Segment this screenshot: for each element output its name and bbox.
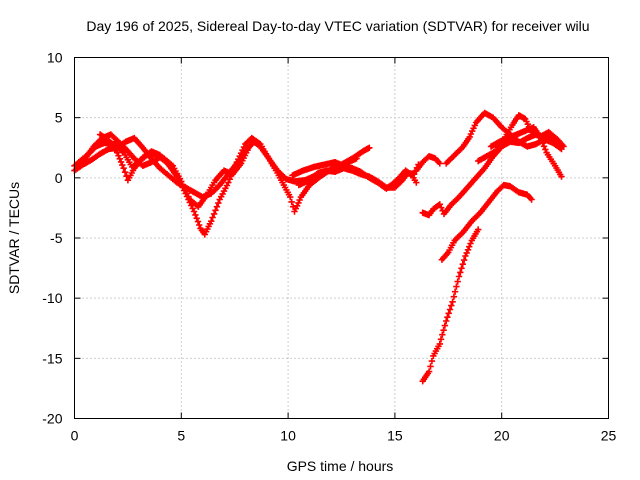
x-axis-label: GPS time / hours [287,458,394,474]
series-track-4 [96,131,181,184]
axis-ticks: 0 5 10 15 20 25 -20 -15 -10 -5 0 5 10 [42,50,616,444]
x-tick-label: 10 [280,428,296,444]
series-track-11 [487,124,565,180]
y-tick-label: -20 [42,411,62,427]
series-plus-markers [96,131,181,184]
series-plus-markers [438,181,535,263]
y-tick-label: -10 [42,290,62,306]
grid-lines [74,57,609,419]
series-track-7 [413,153,443,174]
chart-title: Day 196 of 2025, Sidereal Day-to-day VTE… [86,18,589,34]
x-tick-label: 0 [71,428,79,444]
y-tick-label: -5 [50,230,63,246]
data-marks [71,109,567,385]
y-axis-label: SDTVAR / TECUs [6,182,22,294]
y-tick-label: -15 [42,350,62,366]
x-tick-label: 20 [494,428,510,444]
x-tick-label: 15 [387,428,403,444]
y-tick-label: 0 [55,170,63,186]
series-plus-markers [413,153,443,174]
series-track-6 [289,159,420,192]
plot-frame [74,57,609,419]
series-plus-markers [487,124,565,180]
x-tick-label: 5 [177,428,185,444]
y-tick-label: 5 [55,110,63,126]
x-tick-label: 25 [601,428,617,444]
series-track-13 [419,226,482,385]
series-plus-markers [289,159,420,192]
y-tick-label: 10 [47,50,63,66]
series-track-12 [438,181,535,263]
series-plus-markers [419,226,482,385]
